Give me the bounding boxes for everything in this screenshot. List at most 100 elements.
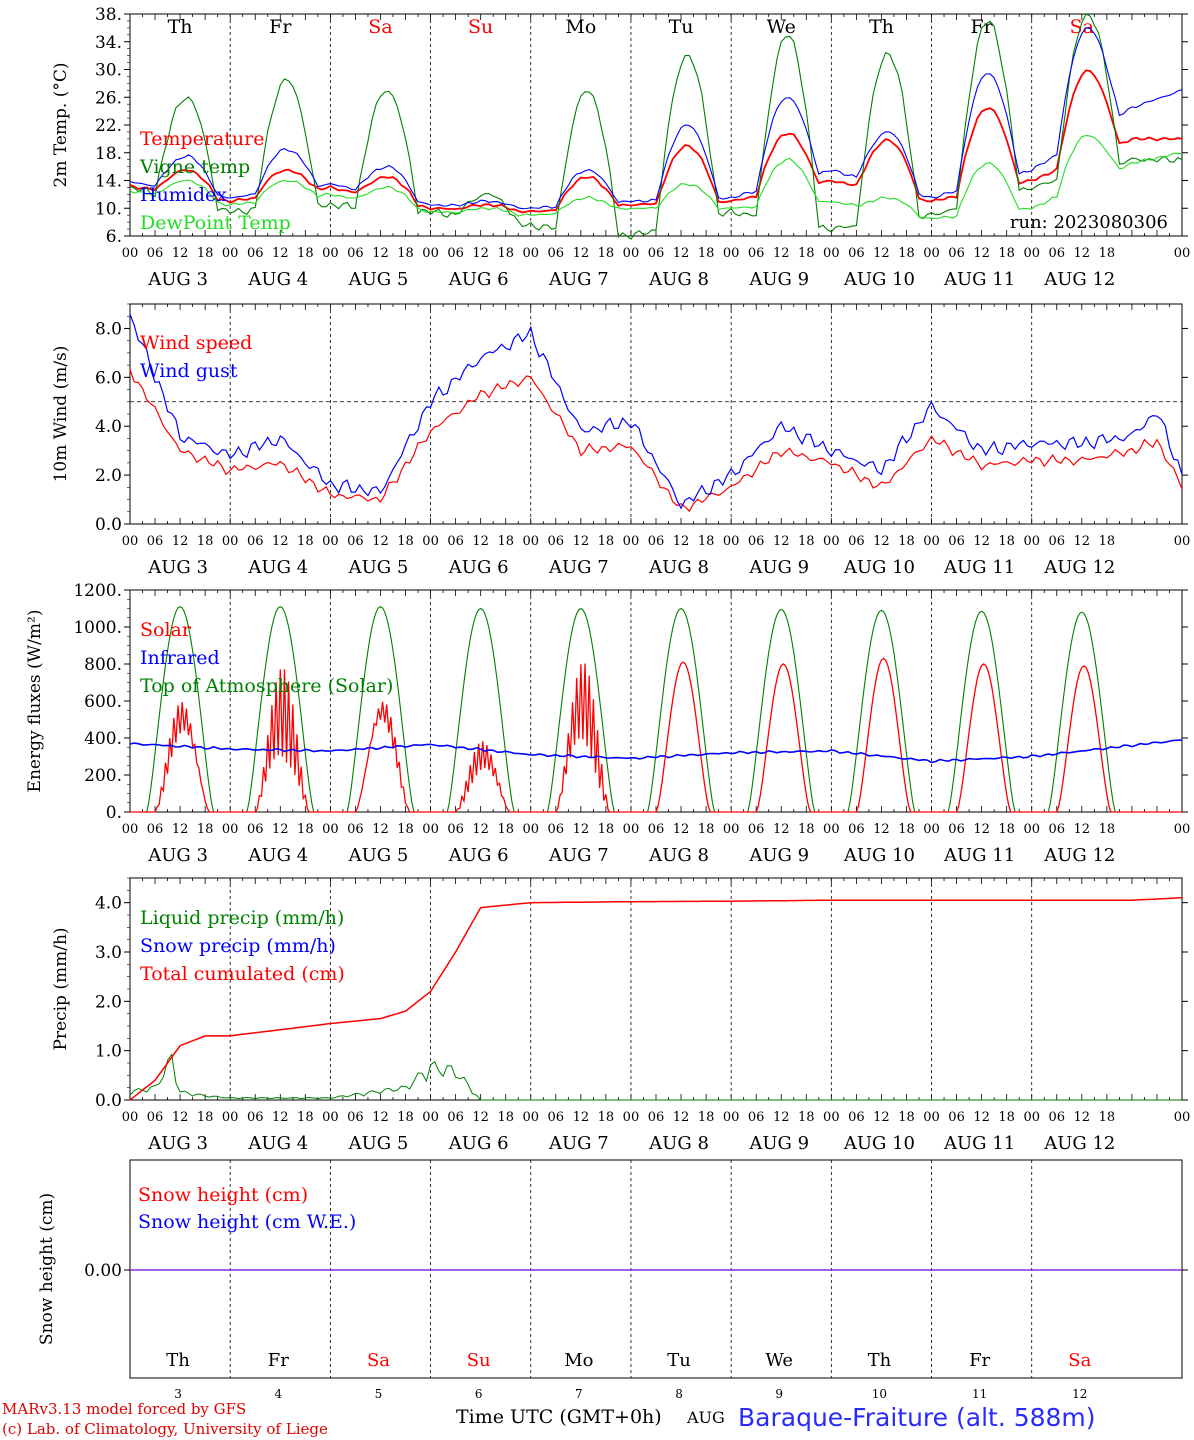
hour-tick-label: 12 (472, 822, 489, 837)
day-name-label: Fr (268, 1350, 289, 1371)
hour-tick-label: 06 (848, 246, 865, 261)
hour-tick-label: 00 (623, 246, 640, 261)
hour-tick-label: 12 (472, 246, 489, 261)
y-tick-label: 1200. (73, 581, 122, 601)
hour-tick-label: 18 (598, 534, 615, 549)
hour-tick-label: 06 (1048, 822, 1065, 837)
hour-tick-label: 06 (247, 534, 264, 549)
hour-tick-label: 00 (522, 246, 539, 261)
hour-tick-label: 12 (673, 822, 690, 837)
hour-tick-label: 06 (648, 534, 665, 549)
hour-tick-label: 06 (447, 822, 464, 837)
hour-tick-label: 00 (522, 1110, 539, 1125)
hour-tick-label: 00 (322, 822, 339, 837)
date-label: AUG 5 (348, 845, 409, 866)
day-name-label: Sa (368, 16, 392, 38)
hour-tick-label: 12 (172, 246, 189, 261)
day-name-label: Th (869, 16, 894, 38)
hour-tick-label: 12 (1074, 534, 1091, 549)
hour-tick-label: 12 (973, 246, 990, 261)
y-tick-label: 2.0 (95, 466, 122, 486)
hour-tick-label: 06 (1048, 246, 1065, 261)
hour-tick-label: 00 (623, 822, 640, 837)
hour-tick-label: 18 (798, 1110, 815, 1125)
hour-tick-label: 18 (698, 1110, 715, 1125)
hour-tick-label: 06 (848, 534, 865, 549)
legend-entry: Top of Atmosphere (Solar) (140, 675, 393, 697)
y-tick-label: 6.0 (95, 368, 122, 388)
hour-tick-label: 18 (397, 246, 414, 261)
hour-tick-label: 00 (1023, 822, 1040, 837)
hour-tick-label: 12 (773, 822, 790, 837)
series-line-humidex (129, 27, 1183, 210)
y-tick-label: 4.0 (95, 894, 122, 914)
hour-tick-label: 18 (297, 534, 314, 549)
hour-tick-label: 00 (322, 534, 339, 549)
y-tick-label: 0.0 (95, 515, 122, 535)
hour-tick-label: 00 (923, 822, 940, 837)
date-label: AUG 11 (943, 557, 1015, 578)
hour-tick-label: 00 (322, 246, 339, 261)
y-tick-label: 0.0 (95, 1091, 122, 1111)
hour-tick-label: 18 (998, 534, 1015, 549)
y-tick-label: 18. (95, 144, 122, 164)
time-axis-label: Time UTC (GMT+0h) (456, 1406, 662, 1428)
hour-tick-label: 18 (998, 1110, 1015, 1125)
hour-tick-label: 00 (222, 246, 239, 261)
hour-tick-label: 06 (247, 822, 264, 837)
date-label: AUG 9 (748, 1133, 809, 1154)
day-number-label: 8 (675, 1387, 683, 1401)
day-name-label: Fr (269, 16, 292, 38)
date-label: AUG 11 (943, 845, 1015, 866)
y-tick-label: 2.0 (95, 992, 122, 1012)
legend-entry: Snow precip (mm/h) (140, 935, 336, 957)
day-name-label: Fr (969, 1350, 990, 1371)
y-tick-label: 400. (84, 729, 122, 749)
series-line-vigne-temp (129, 13, 1183, 240)
legend-entry: Vigne temp (139, 156, 250, 178)
hour-tick-label: 18 (998, 822, 1015, 837)
hour-tick-label: 06 (1048, 1110, 1065, 1125)
hour-tick-label: 12 (873, 1110, 890, 1125)
y-tick-label: 10. (95, 199, 122, 219)
series-line-liquid-precip (129, 1053, 1182, 1101)
hour-tick-label: 12 (372, 246, 389, 261)
date-label: AUG 10 (843, 1133, 915, 1154)
legend-entry: Snow height (cm W.E.) (138, 1211, 356, 1233)
hour-tick-label: 06 (347, 246, 364, 261)
date-label: AUG 12 (1043, 269, 1115, 290)
hour-tick-label: 00 (522, 534, 539, 549)
legend-entry: Infrared (140, 647, 220, 669)
hour-tick-label: 00 (723, 246, 740, 261)
hour-tick-label: 00 (1023, 534, 1040, 549)
hour-tick-label: 12 (573, 534, 590, 549)
date-label: AUG 7 (548, 1133, 609, 1154)
date-label: AUG 4 (247, 557, 308, 578)
day-name-label: We (765, 1350, 793, 1371)
hour-tick-label: 06 (548, 246, 565, 261)
hour-tick-label: 00 (823, 534, 840, 549)
y-tick-label: 800. (84, 655, 122, 675)
hour-tick-label: 06 (347, 1110, 364, 1125)
hour-tick-label: 06 (147, 534, 164, 549)
hour-tick-label: 18 (197, 822, 214, 837)
hour-tick-label: 18 (598, 246, 615, 261)
hour-tick-label: 00 (222, 1110, 239, 1125)
date-label: AUG 5 (348, 269, 409, 290)
hour-tick-label: 12 (673, 534, 690, 549)
lab-credit: (c) Lab. of Climatology, University of L… (2, 1420, 328, 1438)
hour-tick-label: 06 (1048, 534, 1065, 549)
hour-tick-label: 12 (573, 1110, 590, 1125)
hour-tick-label: 06 (247, 1110, 264, 1125)
model-credit: MARv3.13 model forced by GFS (2, 1400, 247, 1418)
date-label: AUG 3 (147, 1133, 208, 1154)
hour-tick-label: 12 (573, 246, 590, 261)
hour-tick-label: 18 (698, 246, 715, 261)
hour-tick-label: 12 (272, 246, 289, 261)
hour-tick-label: 00 (723, 822, 740, 837)
date-label: AUG 11 (943, 269, 1015, 290)
hour-tick-label: 12 (873, 246, 890, 261)
day-name-label: Tu (669, 16, 694, 38)
date-label: AUG 6 (448, 1133, 509, 1154)
date-label: AUG 10 (843, 557, 915, 578)
